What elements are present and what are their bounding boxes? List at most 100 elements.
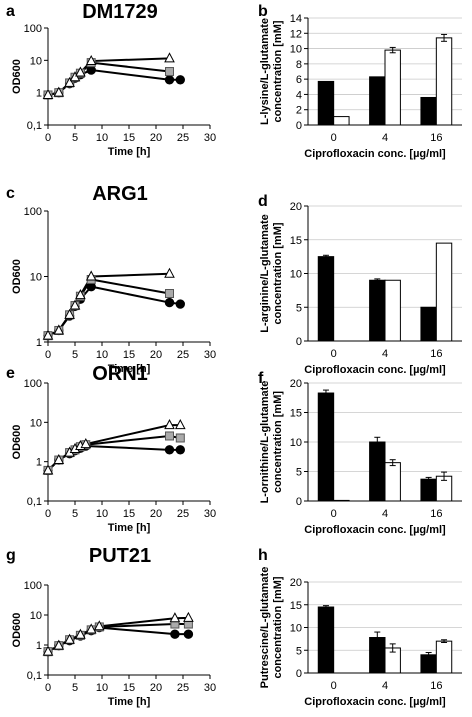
y-axis-label-line2: concentration [mM] <box>272 20 284 122</box>
data-point-triangle <box>93 620 105 631</box>
panel-label-c: c <box>6 185 15 202</box>
bar-black <box>317 80 335 126</box>
x-axis-label: Time [h] <box>108 146 151 158</box>
data-point-triangle <box>42 88 54 99</box>
data-point-circle <box>183 629 194 639</box>
data-point-triangle <box>85 54 97 66</box>
x-tick-label: 4 <box>382 508 388 520</box>
y-tick-label: 10 <box>30 55 42 67</box>
y-tick-label: 10 <box>290 44 302 56</box>
data-point-circle <box>164 445 175 455</box>
y-tick-label: 0 <box>296 336 302 348</box>
y-axis-label: L-arginine/L-glutamate <box>259 214 271 333</box>
x-axis-label: Ciprofloxacin conc. [µg/ml] <box>304 364 446 376</box>
x-tick-label: 10 <box>96 132 108 144</box>
data-point-triangle <box>164 267 175 278</box>
x-tick-label: 0 <box>45 349 51 361</box>
bar-black <box>420 478 437 502</box>
data-point-triangle <box>42 329 54 340</box>
x-tick-label: 10 <box>96 682 108 694</box>
data-point-square <box>165 289 174 299</box>
data-point-circle <box>175 299 186 309</box>
y-tick-label: 0,1 <box>27 496 42 508</box>
y-tick-label: 10 <box>30 610 42 622</box>
y-axis-label-line2: concentration [mM] <box>272 222 284 324</box>
data-point-circle <box>164 75 175 85</box>
data-point-triangle <box>53 453 65 465</box>
panel-label-a: a <box>6 3 15 20</box>
y-tick-label: 20 <box>290 577 302 589</box>
data-point-triangle <box>75 66 86 77</box>
y-tick-label: 0 <box>296 496 302 508</box>
data-point-circle <box>86 65 96 75</box>
x-tick-label: 30 <box>204 349 216 361</box>
y-tick-label: 14 <box>290 13 302 25</box>
x-tick-label: 4 <box>382 348 388 360</box>
x-axis-label: Time [h] <box>108 522 151 534</box>
x-tick-label: 30 <box>204 508 216 520</box>
bar-white <box>435 242 453 342</box>
panel-title-a: DM1729 <box>82 1 158 23</box>
data-point-triangle <box>75 289 86 300</box>
data-point-triangle <box>64 76 75 87</box>
y-tick-label: 5 <box>296 645 302 657</box>
x-tick-label: 16 <box>430 348 442 360</box>
x-axis-label: Ciprofloxacin conc. [µg/ml] <box>304 524 446 536</box>
panel-label-g: g <box>6 547 16 564</box>
bar-black <box>317 606 335 674</box>
x-axis-label: Time [h] <box>108 696 151 708</box>
x-tick-label: 0 <box>45 132 51 144</box>
y-axis-label: OD600 <box>11 613 23 648</box>
data-point-triangle <box>75 628 86 639</box>
data-point-circle <box>175 75 186 85</box>
data-point-triangle <box>64 308 75 319</box>
data-point-triangle <box>164 419 175 430</box>
x-tick-label: 4 <box>382 680 388 692</box>
bar-white <box>384 49 401 126</box>
data-point-circle <box>175 445 186 455</box>
y-tick-label: 15 <box>290 600 302 612</box>
y-tick-label: 100 <box>24 378 42 390</box>
x-tick-label: 15 <box>123 349 135 361</box>
y-tick-label: 20 <box>290 201 302 213</box>
x-tick-label: 0 <box>45 508 51 520</box>
x-tick-label: 25 <box>177 682 189 694</box>
data-point-circle <box>170 629 180 639</box>
x-tick-label: 20 <box>150 132 162 144</box>
bar-black <box>369 441 386 502</box>
data-point-triangle <box>174 419 186 430</box>
data-point-square <box>165 431 174 441</box>
panel-a: a DM1729 0,1 1 10 100 0 5 10 15 20 25 30 Time [h] OD60… <box>6 1 216 158</box>
y-tick-label: 10 <box>290 623 302 635</box>
x-tick-label: 0 <box>331 680 337 692</box>
x-axis-label: Ciprofloxacin conc. [µg/ml] <box>304 148 446 160</box>
x-tick-label: 10 <box>96 349 108 361</box>
y-axis-label-line2: concentration [mM] <box>272 391 284 493</box>
bar-black <box>369 279 386 342</box>
y-tick-label: 100 <box>24 580 42 592</box>
y-tick-label: 6 <box>296 74 302 86</box>
bar-white <box>435 640 453 674</box>
y-axis-label: OD600 <box>11 59 23 94</box>
y-tick-label: 100 <box>24 206 42 218</box>
x-tick-label: 15 <box>123 682 135 694</box>
panel-label-h: h <box>258 547 268 564</box>
data-point-circle <box>164 297 175 308</box>
panel-b: b 0 2 4 6 8 10 12 14 0 4 16 Ciprofloxacin conc. [µg/… <box>258 3 462 160</box>
x-axis-label: Ciprofloxacin conc. [µg/ml] <box>304 696 446 708</box>
y-tick-label: 1 <box>36 337 42 349</box>
bar-black <box>369 76 386 126</box>
x-tick-label: 5 <box>72 132 78 144</box>
x-tick-label: 0 <box>331 508 337 520</box>
panel-h: h 0 5 10 15 20 0 4 16 Ciprofloxacin conc. [µg/ml]… <box>258 547 462 708</box>
series-line-square <box>47 278 170 337</box>
data-point-square <box>175 433 185 443</box>
x-tick-label: 5 <box>72 682 78 694</box>
data-point-triangle <box>169 612 181 623</box>
y-axis-label: L-lysine/L-glutamate <box>259 18 271 125</box>
y-tick-label: 5 <box>296 302 302 314</box>
x-tick-label: 20 <box>150 508 162 520</box>
data-point-triangle <box>53 639 65 650</box>
panel-f: f 0 5 10 15 20 0 4 16 Ciprofloxacin conc. [µg/ml]… <box>258 370 462 536</box>
x-tick-label: 10 <box>96 508 108 520</box>
